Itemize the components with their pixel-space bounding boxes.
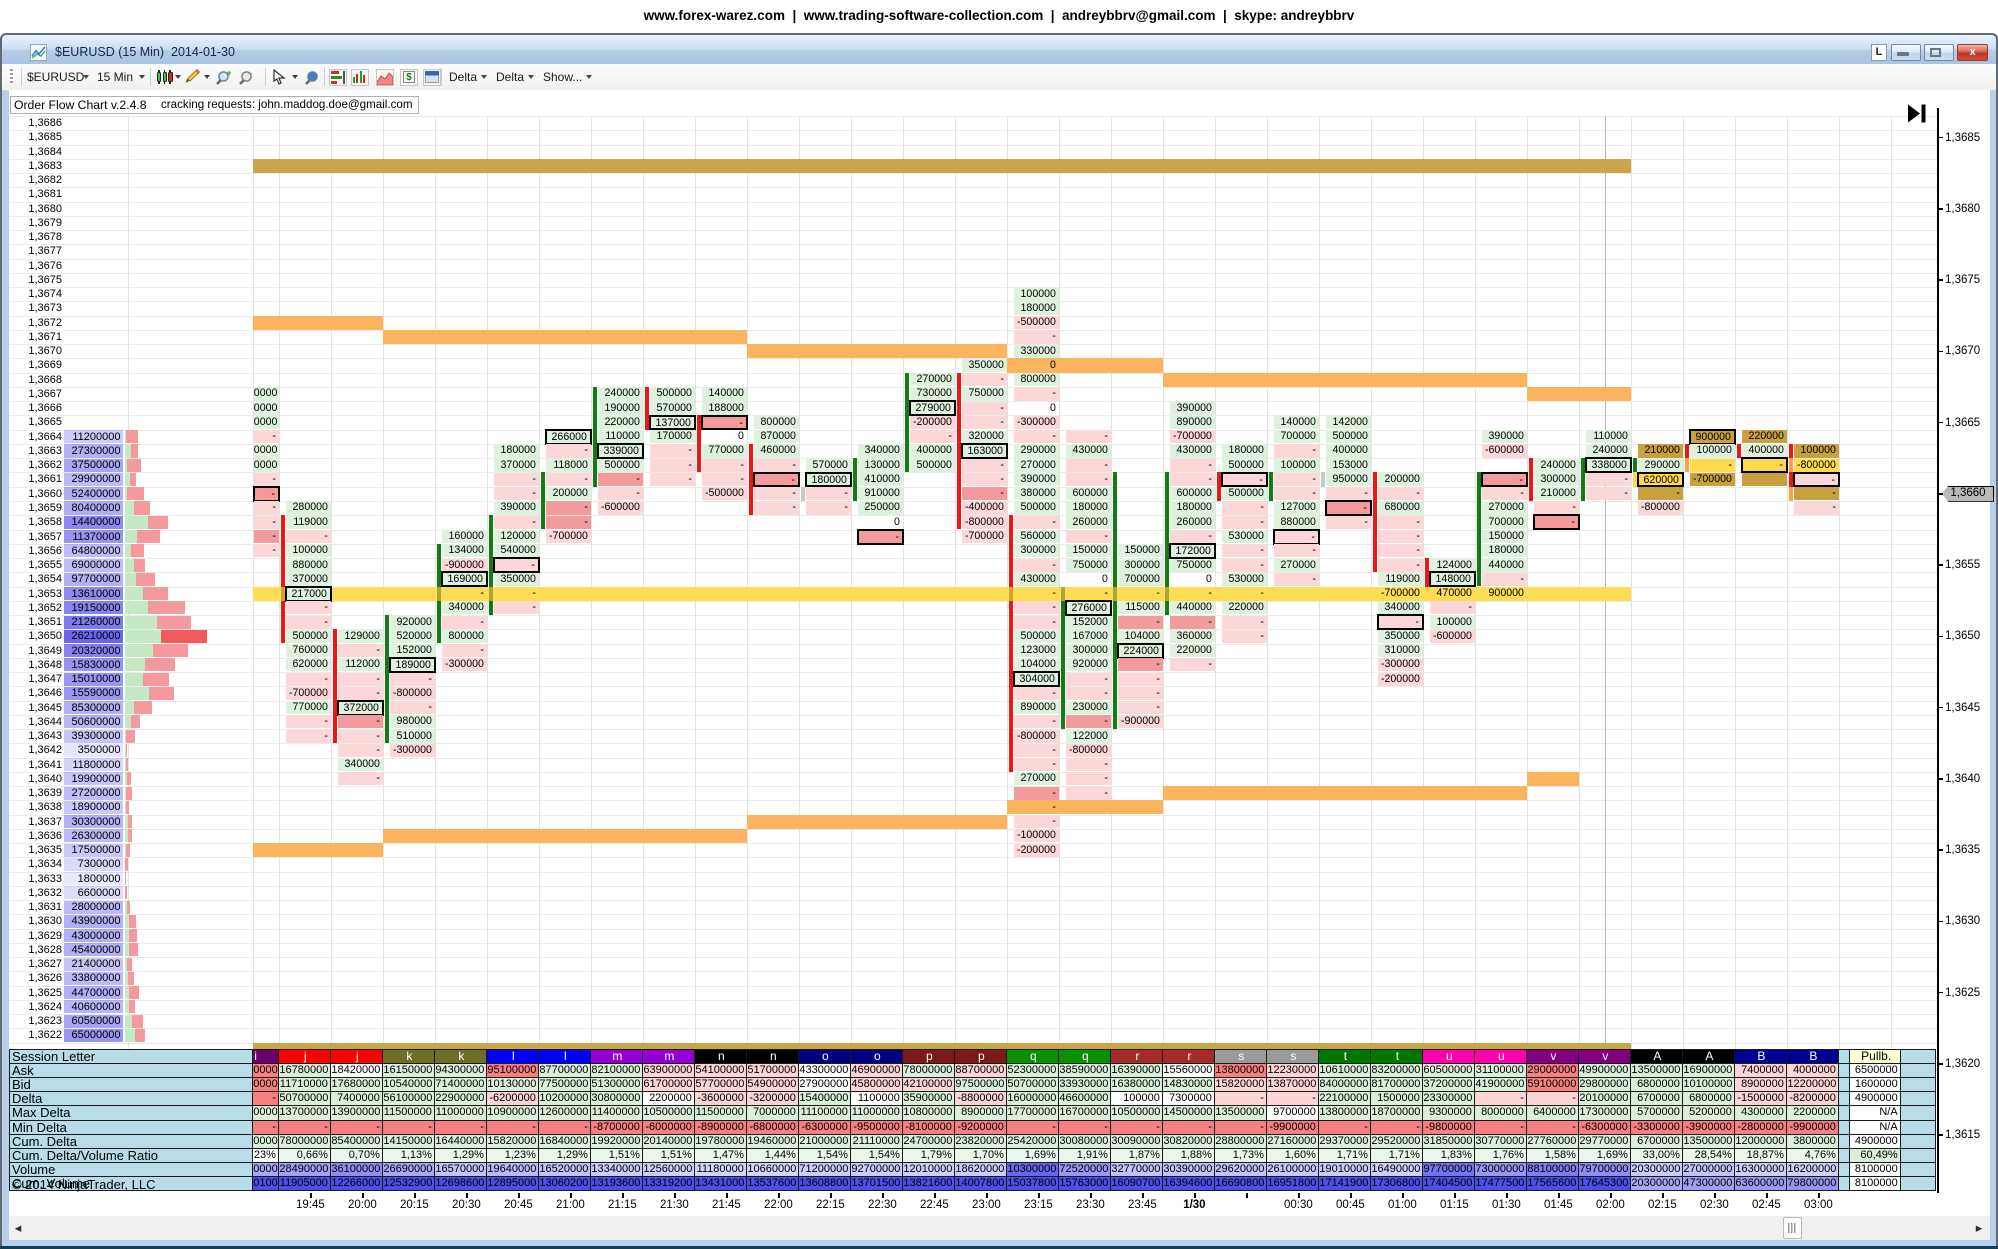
svg-text:+: + bbox=[227, 70, 232, 78]
svg-text:-: - bbox=[250, 70, 253, 78]
